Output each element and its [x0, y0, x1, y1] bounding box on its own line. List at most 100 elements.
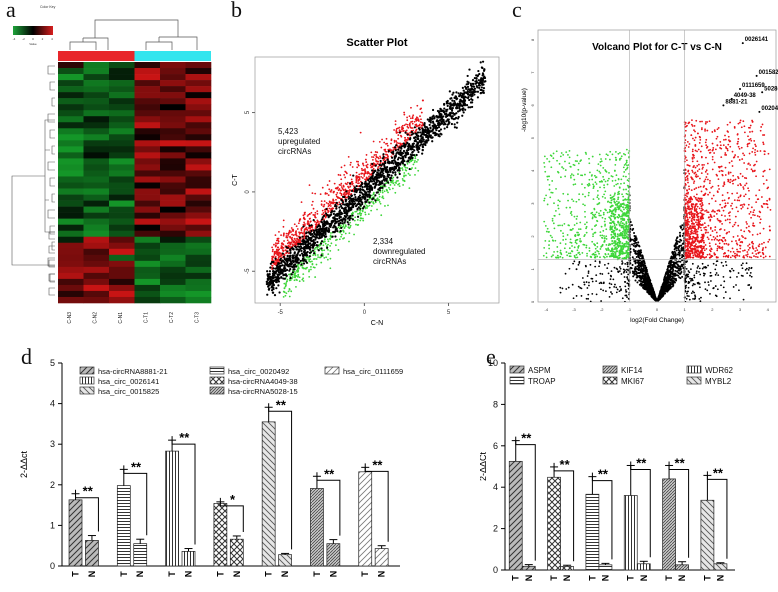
ns-point — [646, 270, 649, 273]
up-point — [296, 237, 299, 240]
up-point — [286, 239, 289, 242]
heatmap-cell — [185, 98, 212, 105]
unchanged-point — [445, 102, 448, 105]
heatmap-cell — [134, 194, 161, 201]
up-point — [372, 164, 375, 167]
unchanged-point — [407, 143, 411, 146]
heatmap-cell — [185, 128, 212, 135]
heatmap-cell — [109, 242, 135, 250]
heatmap-cell — [83, 182, 110, 189]
unchanged-point — [407, 148, 410, 152]
up-point — [385, 142, 387, 145]
down-point — [336, 238, 338, 241]
heatmap-cell — [83, 110, 110, 117]
scatter-points — [265, 60, 487, 298]
heatmap-cell — [109, 284, 135, 292]
down-point — [561, 256, 564, 259]
up-point — [337, 196, 340, 199]
unchanged-point — [356, 215, 360, 218]
unchanged-point — [415, 153, 418, 157]
unchanged-point — [421, 149, 424, 152]
heatmap-cell — [160, 194, 186, 201]
down-point — [294, 276, 297, 279]
panel-label-b: b — [231, 0, 242, 22]
up-point — [406, 116, 408, 119]
unchanged-point — [287, 259, 291, 262]
unchanged-point — [268, 275, 271, 279]
heatmap-cell — [160, 206, 186, 213]
unchanged-point — [266, 282, 269, 285]
unchanged-point — [379, 159, 382, 163]
unchanged-point — [408, 156, 411, 159]
unchanged-point — [331, 210, 334, 213]
up-point — [365, 177, 368, 180]
unchanged-point — [374, 194, 377, 197]
heatmap-cell — [83, 62, 110, 69]
heatmap-cell — [185, 212, 212, 219]
heatmap-cell — [58, 122, 84, 129]
unchanged-point — [302, 250, 306, 254]
heatmap-cell — [134, 170, 161, 177]
up-point — [339, 174, 342, 177]
unchanged-point — [364, 180, 367, 183]
unchanged-point — [465, 83, 468, 86]
unchanged-point — [308, 224, 311, 227]
unchanged-point — [466, 80, 469, 83]
unchanged-point — [359, 198, 362, 201]
down-point — [402, 179, 405, 182]
panel-label-e: e — [486, 344, 496, 369]
unchanged-point — [446, 126, 449, 129]
unchanged-point — [313, 252, 316, 255]
unchanged-point — [351, 205, 355, 209]
unchanged-point — [266, 270, 269, 273]
heatmap-cell — [58, 230, 84, 238]
ns-point — [635, 255, 638, 258]
down-point — [297, 263, 300, 266]
down-point — [599, 186, 601, 189]
unchanged-point — [437, 126, 441, 129]
ns-point — [661, 294, 664, 297]
unchanged-point — [290, 273, 293, 276]
unchanged-point — [433, 123, 436, 126]
unchanged-point — [316, 240, 319, 244]
ns-point — [638, 274, 641, 277]
ns-point — [649, 279, 652, 282]
up-point — [290, 227, 293, 229]
ns-point — [668, 278, 671, 281]
unchanged-point — [304, 245, 307, 249]
up-point — [302, 223, 305, 226]
unchanged-point — [280, 276, 283, 279]
unchanged-point — [366, 195, 369, 198]
ns-point — [648, 293, 651, 296]
unchanged-point — [384, 161, 387, 165]
up-point — [339, 184, 342, 187]
scatter-title: Scatter Plot — [346, 37, 407, 49]
unchanged-point — [428, 123, 431, 127]
ns-point — [677, 247, 680, 250]
down-point — [414, 159, 416, 162]
up-point — [325, 201, 328, 204]
unchanged-point — [333, 210, 336, 213]
unchanged-point — [375, 181, 378, 184]
up-point — [273, 254, 276, 256]
unchanged-point — [395, 165, 398, 168]
ns-point — [664, 288, 667, 291]
unchanged-point — [288, 269, 291, 272]
unchanged-point — [421, 145, 424, 148]
down-point — [305, 267, 308, 269]
unchanged-point — [481, 60, 485, 63]
unchanged-point — [397, 148, 400, 151]
ns-point — [670, 275, 673, 278]
unchanged-point — [319, 225, 322, 228]
unchanged-point — [398, 169, 401, 172]
up-point — [319, 193, 322, 196]
ns-point — [672, 281, 675, 284]
unchanged-point — [348, 182, 352, 185]
unchanged-point — [413, 126, 417, 129]
ns-point — [648, 282, 651, 285]
unchanged-point — [300, 263, 303, 266]
down-point — [608, 171, 610, 174]
down-point — [397, 183, 399, 186]
unchanged-point — [392, 171, 395, 174]
up-point — [312, 214, 315, 216]
